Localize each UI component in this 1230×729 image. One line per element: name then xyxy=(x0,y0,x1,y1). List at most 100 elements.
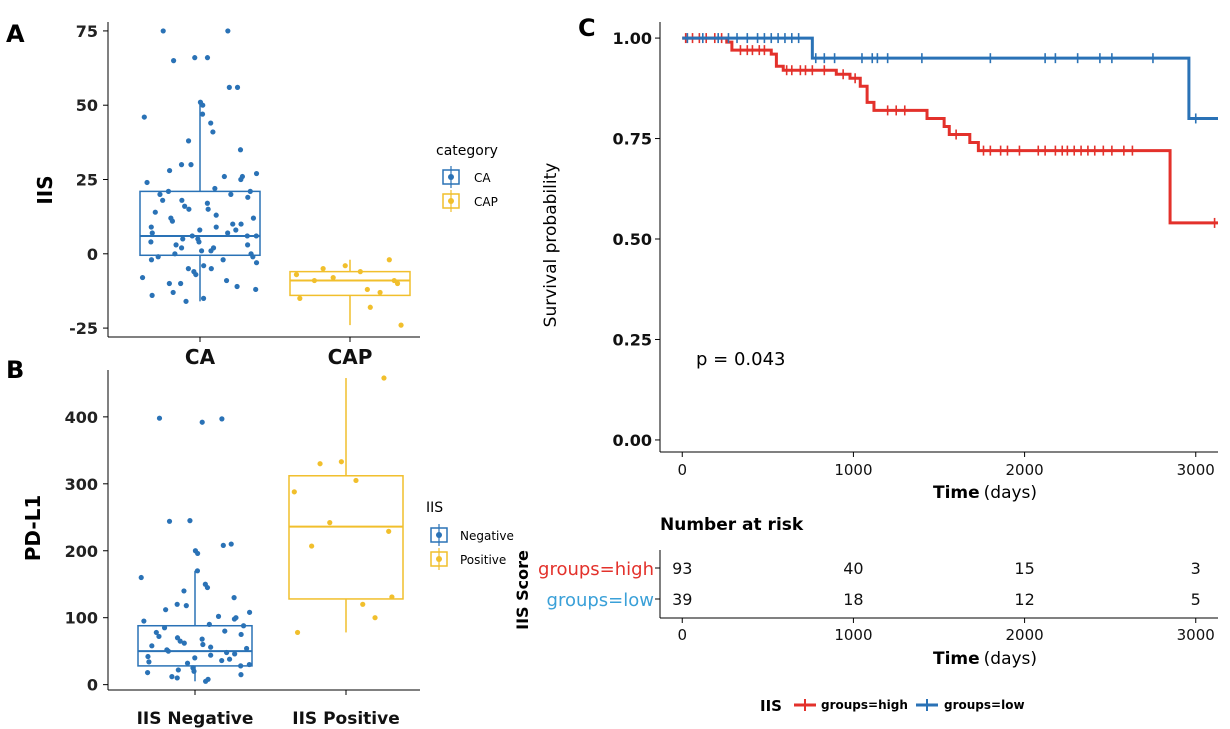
panel-c-x-tick-label: 2000 xyxy=(1005,461,1043,479)
a-data-point xyxy=(212,185,218,192)
panel-c-legend-title: IIS xyxy=(760,697,782,715)
risk-table-cell: 93 xyxy=(672,559,692,578)
risk-table-x-tick-label: 0 xyxy=(677,626,687,644)
a-data-point xyxy=(149,230,155,236)
risk-table-cell: 18 xyxy=(843,590,863,609)
panel-b-ylabel: PD-L1 xyxy=(21,495,45,562)
b-data-point xyxy=(208,652,214,658)
a-data-point xyxy=(253,170,260,177)
a-data-point xyxy=(185,266,191,272)
risk-table-cell: 5 xyxy=(1191,590,1201,609)
b-y-tick-label: 100 xyxy=(65,609,98,628)
p-value-annotation: p = 0.043 xyxy=(696,349,785,370)
a-data-point xyxy=(170,58,177,64)
risk-table-cell: 3 xyxy=(1191,559,1201,578)
risk-table-axes: groups=high groups=low 0 1000 2000 3000 xyxy=(538,550,1218,644)
risk-table-cell: 39 xyxy=(672,590,692,609)
a-data-point xyxy=(238,221,244,227)
a-data-point xyxy=(183,298,189,304)
risk-table-title: Number at risk xyxy=(660,515,804,535)
a-data-point xyxy=(170,289,176,296)
a-data-point xyxy=(166,167,173,174)
a-data-point xyxy=(198,248,205,254)
a-data-point xyxy=(165,188,172,194)
b-data-point xyxy=(204,584,211,591)
b-data-point xyxy=(149,643,155,649)
b-data-point xyxy=(206,621,212,627)
b-data-point xyxy=(145,653,151,660)
a-data-point xyxy=(148,239,154,245)
km-curve-low xyxy=(682,36,1218,120)
a-data-point xyxy=(182,203,188,209)
b-data-point xyxy=(153,629,159,636)
panel-c-y-tick-label: 0.00 xyxy=(613,431,652,450)
b-data-point xyxy=(141,618,147,624)
b-data-point xyxy=(386,528,392,534)
a-y-tick-label: 0 xyxy=(87,245,98,264)
risk-table-row-label: groups=low xyxy=(547,590,654,611)
a-data-point xyxy=(250,215,257,221)
b-data-point xyxy=(174,675,180,681)
a-data-point xyxy=(139,274,146,281)
b-data-point xyxy=(291,489,297,495)
a-data-point xyxy=(157,191,163,197)
a-data-point xyxy=(237,147,244,153)
panel-c-y-tick-label: 1.00 xyxy=(613,29,652,48)
km-curve-high xyxy=(682,36,1218,225)
a-data-point xyxy=(250,254,256,260)
a-data-point xyxy=(204,55,211,61)
panel-c-x-tick-label: 1000 xyxy=(834,461,872,479)
a-data-point xyxy=(193,271,199,278)
panel-c-xlabel-bold: Time xyxy=(933,483,980,503)
b-data-point xyxy=(175,667,181,673)
panel-c-axes: 1.00 0.75 0.50 0.25 0.00 0 1000 2000 3000 xyxy=(613,22,1218,479)
b-data-point xyxy=(246,609,253,615)
a-data-point xyxy=(357,269,363,275)
a-data-point xyxy=(186,206,192,212)
a-data-point xyxy=(200,295,207,301)
legend-key-ca-dot xyxy=(448,174,454,180)
a-data-point xyxy=(342,263,348,269)
a-data-point xyxy=(160,197,166,203)
a-data-point xyxy=(245,194,251,200)
b-data-point xyxy=(163,607,169,613)
b-data-point xyxy=(389,594,395,600)
a-data-point xyxy=(200,102,206,108)
b-data-point xyxy=(220,542,226,548)
risk-table-xlabel: Time (days) xyxy=(933,649,1037,669)
a-data-point xyxy=(364,286,370,293)
b-data-point xyxy=(219,416,225,422)
a-data-point xyxy=(320,266,326,272)
b-box xyxy=(288,475,404,600)
panel-c-y-tick-label: 0.25 xyxy=(613,330,652,349)
legend-key-positive-dot xyxy=(436,556,442,562)
a-data-point xyxy=(208,120,214,126)
a-data-point xyxy=(199,111,206,117)
panel-b-axes: 400 300 200 100 0 IIS Negative IIS Positive xyxy=(65,370,420,729)
a-data-point xyxy=(148,224,154,230)
risk-table-x-tick-label: 1000 xyxy=(834,626,872,644)
panel-b: B PD-L1 400 300 200 100 0 IIS Negative IIS Pos… xyxy=(6,356,514,729)
panel-b-legend-title: IIS xyxy=(426,500,443,516)
risk-table-row-label: groups=high xyxy=(538,559,654,580)
a-data-point xyxy=(178,162,185,168)
a-data-point xyxy=(225,28,231,34)
a-data-point xyxy=(205,206,211,212)
b-data-point xyxy=(202,678,209,684)
b-data-point xyxy=(317,461,323,467)
legend-key-negative-dot xyxy=(436,532,442,538)
risk-table-cells: 93 40 15 3 39 18 12 5 xyxy=(672,559,1201,609)
a-data-point xyxy=(377,289,383,296)
b-y-tick-label: 0 xyxy=(87,676,98,695)
b-data-point xyxy=(200,641,206,648)
a-data-point xyxy=(245,242,251,248)
b-data-point xyxy=(199,419,205,425)
panel-c-label: C xyxy=(578,14,596,42)
panel-c-legend-label-high: groups=high xyxy=(821,698,908,712)
a-data-point xyxy=(204,200,210,206)
a-data-point xyxy=(148,257,155,263)
a-data-point xyxy=(223,277,230,284)
risk-table-cell: 15 xyxy=(1014,559,1034,578)
b-x-category-label: IIS Positive xyxy=(292,709,399,729)
